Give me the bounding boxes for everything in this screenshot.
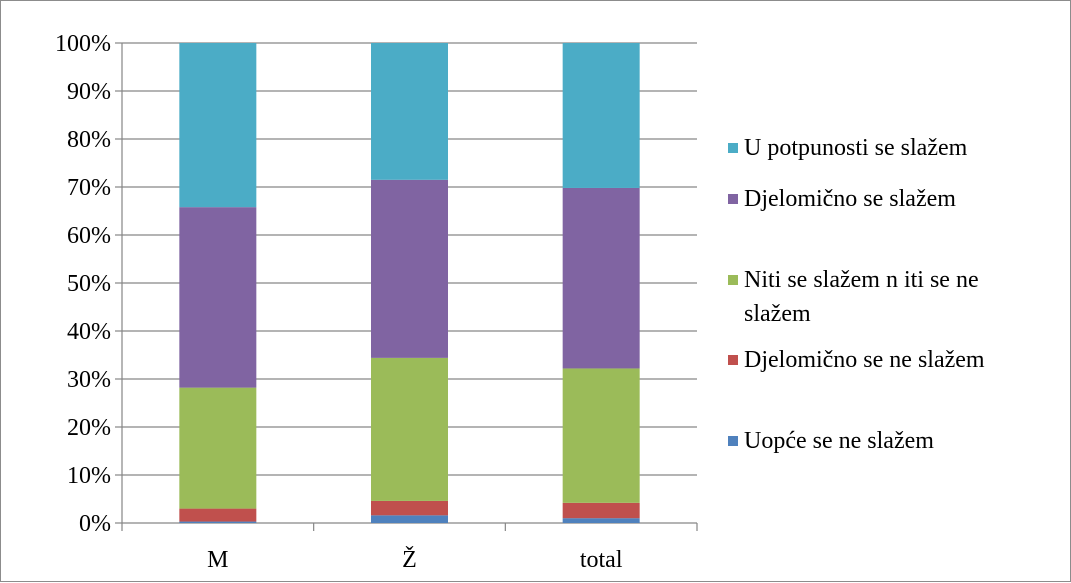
bar-segment bbox=[371, 179, 448, 358]
bar-segment bbox=[179, 521, 257, 523]
legend-swatch bbox=[728, 275, 738, 285]
legend-label: Djelomično se slažem bbox=[744, 186, 956, 212]
x-tick-label: Ž bbox=[402, 547, 417, 573]
bar-segment bbox=[562, 187, 640, 369]
bar-segment bbox=[371, 500, 448, 516]
bar-segment bbox=[371, 43, 448, 180]
y-tick-label: 20% bbox=[67, 415, 111, 441]
y-tick-label: 90% bbox=[67, 79, 111, 105]
y-tick-label: 50% bbox=[67, 271, 111, 297]
bar-segment bbox=[371, 357, 448, 501]
legend-label: Djelomično se ne slažem bbox=[744, 347, 985, 373]
legend-label: Niti se slažem n iti se ne bbox=[744, 267, 979, 293]
y-tick-label: 10% bbox=[67, 463, 111, 489]
bar-segment bbox=[179, 387, 257, 509]
bar-segment bbox=[179, 508, 257, 522]
legend-label: Uopće se ne slažem bbox=[744, 428, 934, 454]
x-tick-label: M bbox=[207, 547, 228, 573]
x-tick-label: total bbox=[580, 547, 623, 573]
bar-segment bbox=[371, 515, 448, 523]
legend-swatch bbox=[728, 194, 738, 204]
y-tick-label: 40% bbox=[67, 319, 111, 345]
y-tick-label: 70% bbox=[67, 175, 111, 201]
y-tick-label: 80% bbox=[67, 127, 111, 153]
legend-swatch bbox=[728, 143, 738, 153]
y-tick-label: 100% bbox=[55, 31, 111, 57]
bar-segment bbox=[562, 43, 640, 188]
y-tick-label: 30% bbox=[67, 367, 111, 393]
bar-segment bbox=[562, 502, 640, 519]
bar-segment bbox=[562, 518, 640, 523]
bar-segment bbox=[562, 368, 640, 503]
y-tick-label: 60% bbox=[67, 223, 111, 249]
bar-segment bbox=[179, 43, 257, 208]
y-tick-label: 0% bbox=[79, 511, 111, 537]
legend-swatch bbox=[728, 436, 738, 446]
legend-label: U potpunosti se slažem bbox=[744, 135, 968, 161]
legend-swatch bbox=[728, 355, 738, 365]
bar-segment bbox=[179, 207, 257, 388]
legend-label: slažem bbox=[744, 301, 811, 327]
